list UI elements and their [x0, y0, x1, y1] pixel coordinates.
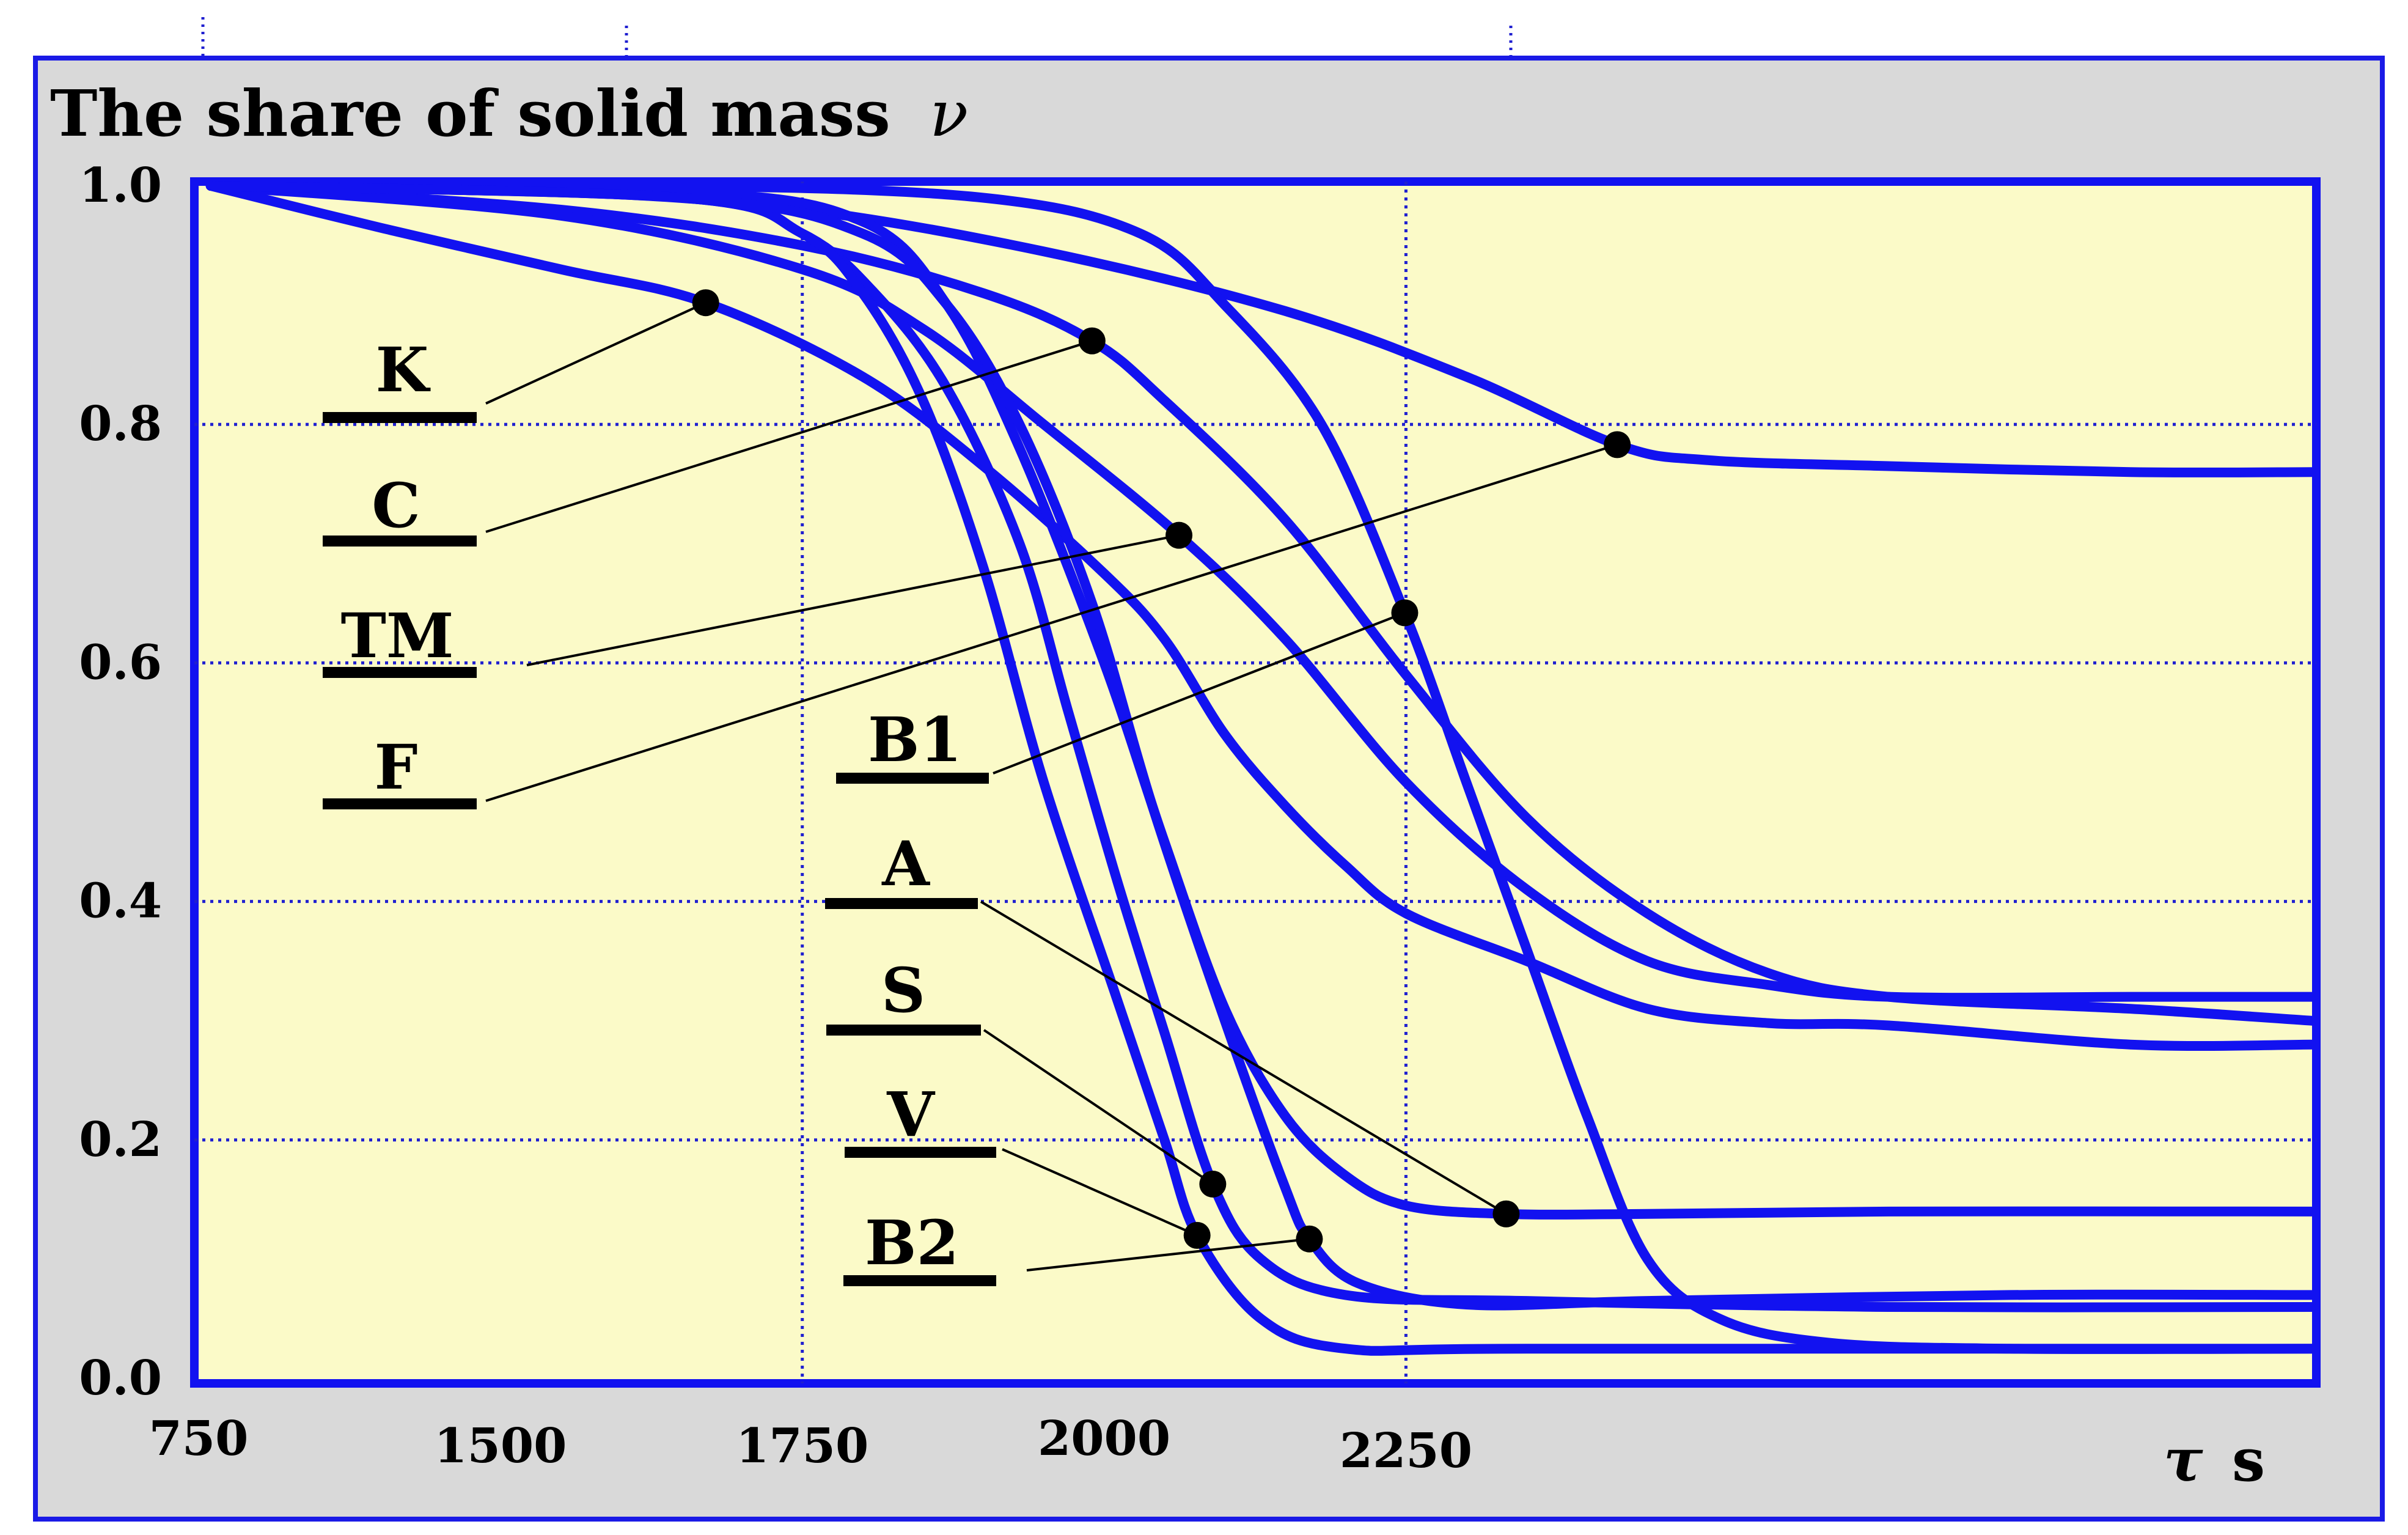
y-tick-label: 0.6: [79, 635, 162, 690]
markers: [692, 289, 1631, 1253]
curves: [205, 180, 2316, 1356]
x-tick-label: 1750: [736, 1418, 868, 1474]
y-tick-label: 0.2: [79, 1112, 162, 1168]
marker-S: [1199, 1170, 1227, 1198]
series-label-B2: B2: [865, 1207, 959, 1279]
plot-area: [190, 177, 2321, 1388]
x-axis-unit: s: [2232, 1426, 2265, 1495]
curve-TM: [205, 181, 2316, 1003]
leader-line-F: [485, 443, 1618, 802]
x-tick-label: 750: [149, 1411, 249, 1467]
x-tick-label: 2250: [1340, 1423, 1472, 1479]
curve-B1: [205, 180, 2316, 1354]
x-tick-labels: 750 1500 1750 2000 2250: [149, 1411, 1472, 1479]
leader-line-V: [1002, 1148, 1198, 1237]
series-label-K: K: [376, 334, 431, 406]
leader-line-B2: [1026, 1237, 1310, 1272]
curve-V: [205, 181, 2316, 1356]
series-label-V: V: [886, 1078, 935, 1150]
y-tick-label: 0.0: [79, 1350, 162, 1406]
series-label-S: S: [881, 954, 925, 1026]
series-label-A: A: [881, 828, 930, 900]
title-symbol: ν: [930, 76, 968, 151]
chart-title: The share of solid mass ν: [50, 76, 968, 151]
marker-B2: [1296, 1225, 1323, 1253]
curve-B2: [205, 181, 2316, 1311]
series-labels: KC TM F B1 ASV B2: [323, 334, 996, 1286]
marker-V: [1183, 1221, 1211, 1249]
leader-line-C: [485, 339, 1093, 533]
grid-lines: [194, 182, 2316, 1383]
curve-K: [205, 181, 2316, 1051]
leader-line-A: [980, 900, 1507, 1215]
marker-C: [1078, 327, 1106, 355]
leader-line-B1: [993, 611, 1406, 775]
y-tick-labels: 0.0 0.2 0.4 0.6 0.8 1.0: [79, 158, 162, 1406]
leader-line-K: [485, 301, 707, 405]
series-label-TM: TM: [340, 600, 453, 672]
marker-A: [1492, 1200, 1520, 1228]
x-tick-label: 1500: [434, 1418, 567, 1474]
marker-TM: [1165, 521, 1193, 549]
y-tick-label: 0.8: [79, 396, 162, 452]
y-tick-label: 0.4: [79, 874, 162, 929]
leader-line-TM: [526, 534, 1180, 666]
x-axis-symbol: τ: [2164, 1426, 2203, 1495]
leader-line-S: [983, 1029, 1214, 1185]
marker-B1: [1391, 599, 1419, 627]
series-label-C: C: [372, 469, 420, 542]
series-label-F: F: [375, 731, 418, 803]
chart-title-text: The share of solid mass: [50, 76, 890, 151]
marker-F: [1604, 431, 1631, 458]
y-tick-label: 1.0: [79, 158, 162, 213]
marker-K: [692, 289, 719, 317]
x-tick-label: 2000: [1038, 1411, 1170, 1467]
label-leaders: [485, 301, 1618, 1272]
series-label-B1: B1: [868, 704, 962, 776]
